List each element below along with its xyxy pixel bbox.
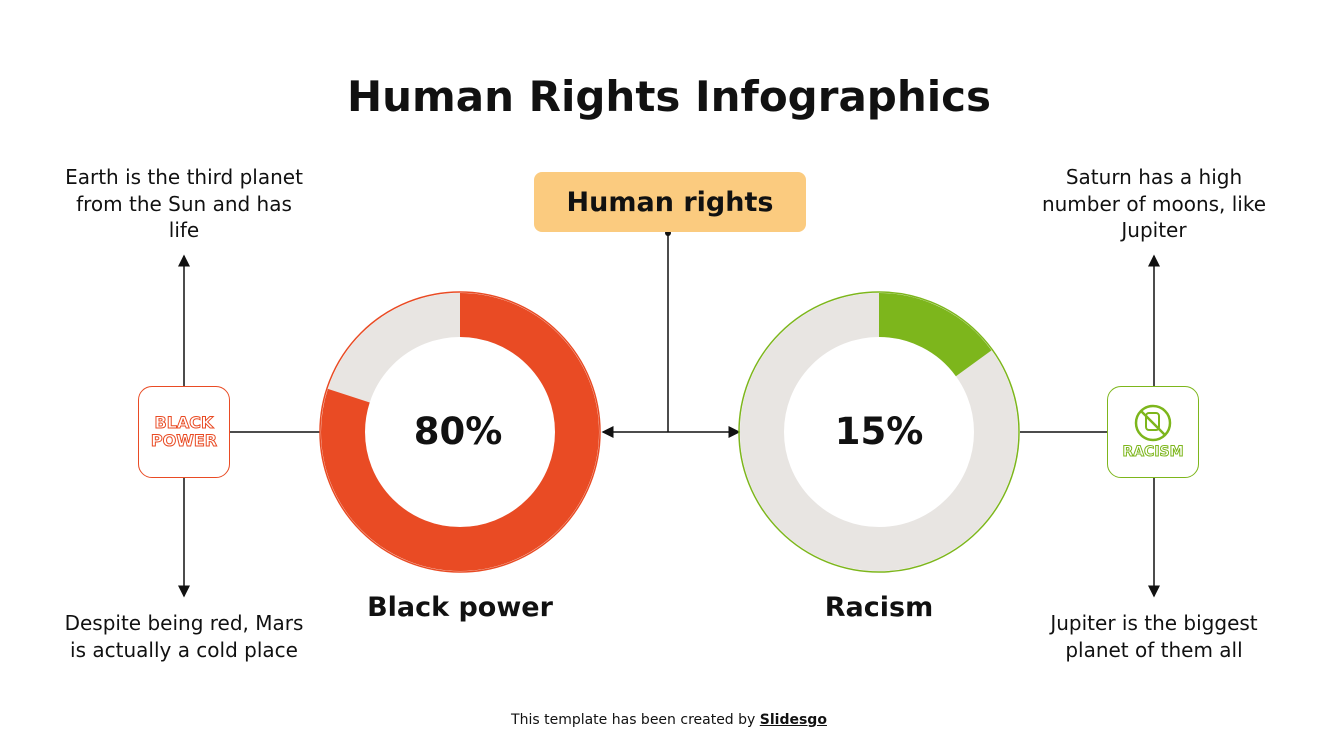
black-power-donut-value-arc (321, 293, 599, 571)
page-title: Human Rights Infographics (346, 72, 992, 121)
left-top-text: Earth is the third planet from the Sun a… (65, 165, 303, 242)
no-hand-icon (1134, 404, 1172, 442)
left-percent: 80% (413, 410, 503, 453)
human-rights-label: Human rights (534, 172, 806, 232)
black-power-donut-outer-ring (319, 291, 601, 573)
icon-text-1: BLACK (154, 413, 214, 432)
right-top-text: Saturn has a high number of moons, like … (1041, 165, 1267, 242)
icon-text-2: POWER (150, 431, 218, 450)
footer-text: This template has been created by (511, 712, 760, 728)
right-category: Racism (824, 592, 934, 623)
black-power-icon: BLACK POWER (138, 386, 230, 478)
footer-brand-link[interactable]: Slidesgo (759, 712, 827, 728)
right-bottom-text: Jupiter is the biggest planet of them al… (1050, 611, 1258, 662)
icon-text: RACISM (1122, 444, 1184, 461)
footer: This template has been created by Slides… (0, 712, 1338, 728)
racism-icon: RACISM (1107, 386, 1199, 478)
left-category: Black power (367, 592, 553, 623)
racism-donut-outer-ring (738, 291, 1020, 573)
racism-donut-value-arc (740, 293, 1018, 571)
left-bottom-text: Despite being red, Mars is actually a co… (64, 611, 304, 662)
right-percent: 15% (834, 410, 924, 453)
